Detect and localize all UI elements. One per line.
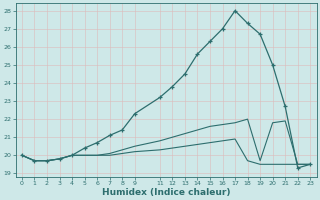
X-axis label: Humidex (Indice chaleur): Humidex (Indice chaleur) <box>102 188 230 197</box>
